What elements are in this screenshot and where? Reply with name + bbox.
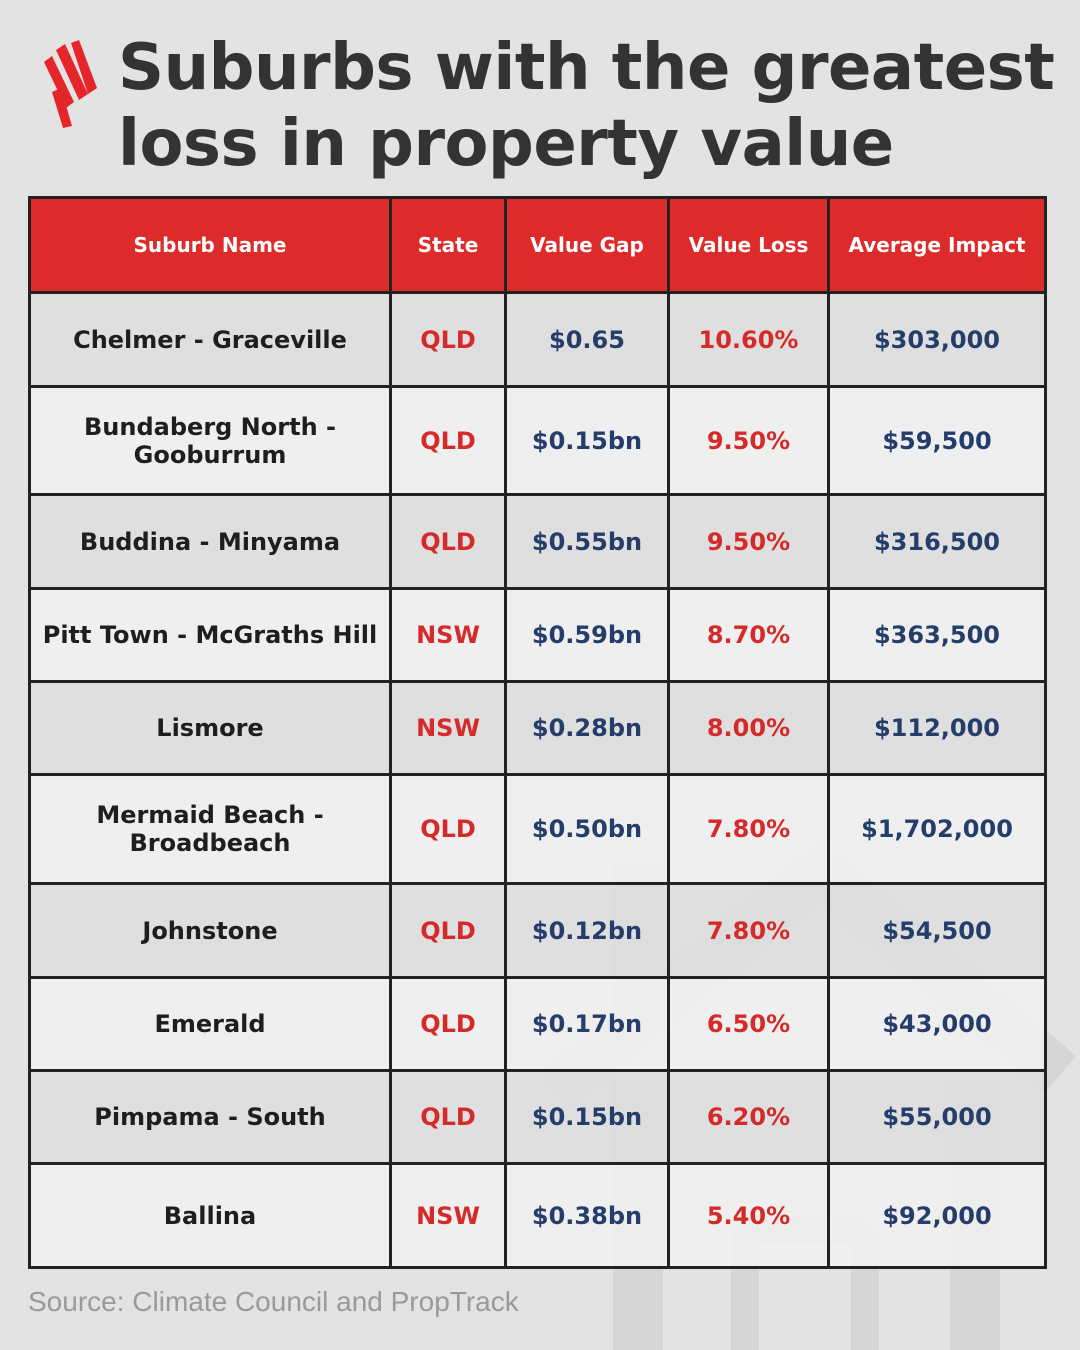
suburb-name-cell: Emerald <box>28 976 392 1072</box>
state-cell: QLD <box>389 976 507 1072</box>
value-gap-cell: $0.12bn <box>504 882 670 979</box>
average-impact-cell: $363,500 <box>827 587 1047 683</box>
value-loss-cell: 10.60% <box>667 291 830 388</box>
value-gap-cell: $0.59bn <box>504 587 670 683</box>
state-cell: QLD <box>389 493 507 590</box>
value-gap-cell: $0.15bn <box>504 385 670 496</box>
value-loss-cell: 7.80% <box>667 882 830 979</box>
header-state: State <box>389 196 507 294</box>
suburb-name-cell: Buddina - Minyama <box>28 493 392 590</box>
value-gap-cell: $0.17bn <box>504 976 670 1072</box>
state-cell: QLD <box>389 385 507 496</box>
state-cell: QLD <box>389 291 507 388</box>
sbs-logo-icon <box>44 40 97 128</box>
value-loss-cell: 5.40% <box>667 1162 830 1269</box>
value-gap-cell: $0.55bn <box>504 493 670 590</box>
suburb-name-cell: Lismore <box>28 680 392 776</box>
average-impact-cell: $43,000 <box>827 976 1047 1072</box>
state-cell: QLD <box>389 1069 507 1165</box>
state-cell: NSW <box>389 1162 507 1269</box>
header-average-impact: Average Impact <box>827 196 1047 294</box>
table-row: Johnstone QLD $0.12bn 7.80% $54,500 <box>28 882 1047 979</box>
suburb-name-cell: Mermaid Beach - Broadbeach <box>28 773 392 885</box>
value-loss-cell: 8.00% <box>667 680 830 776</box>
average-impact-cell: $92,000 <box>827 1162 1047 1269</box>
table-row: Chelmer - Graceville QLD $0.65 10.60% $3… <box>28 291 1047 388</box>
table-row: Mermaid Beach - Broadbeach QLD $0.50bn 7… <box>28 773 1047 885</box>
state-cell: QLD <box>389 882 507 979</box>
average-impact-cell: $1,702,000 <box>827 773 1047 885</box>
table-row: Pimpama - South QLD $0.15bn 6.20% $55,00… <box>28 1069 1047 1165</box>
table-row: Bundaberg North - Gooburrum QLD $0.15bn … <box>28 385 1047 496</box>
table-row: Ballina NSW $0.38bn 5.40% $92,000 <box>28 1162 1047 1269</box>
average-impact-cell: $55,000 <box>827 1069 1047 1165</box>
page-title: Suburbs with the greatest loss in proper… <box>118 30 1058 182</box>
value-gap-cell: $0.15bn <box>504 1069 670 1165</box>
value-loss-cell: 8.70% <box>667 587 830 683</box>
suburb-name-cell: Johnstone <box>28 882 392 979</box>
average-impact-cell: $54,500 <box>827 882 1047 979</box>
table-row: Buddina - Minyama QLD $0.55bn 9.50% $316… <box>28 493 1047 590</box>
table-row: Pitt Town - McGraths Hill NSW $0.59bn 8.… <box>28 587 1047 683</box>
average-impact-cell: $59,500 <box>827 385 1047 496</box>
table-header-row: Suburb Name State Value Gap Value Loss A… <box>28 196 1047 294</box>
value-gap-cell: $0.50bn <box>504 773 670 885</box>
header-value-loss: Value Loss <box>667 196 830 294</box>
state-cell: NSW <box>389 680 507 776</box>
value-loss-cell: 6.50% <box>667 976 830 1072</box>
average-impact-cell: $316,500 <box>827 493 1047 590</box>
table-row: Emerald QLD $0.17bn 6.50% $43,000 <box>28 976 1047 1072</box>
suburb-loss-table: Suburb Name State Value Gap Value Loss A… <box>28 196 1047 1269</box>
value-loss-cell: 9.50% <box>667 385 830 496</box>
state-cell: NSW <box>389 587 507 683</box>
average-impact-cell: $303,000 <box>827 291 1047 388</box>
average-impact-cell: $112,000 <box>827 680 1047 776</box>
value-gap-cell: $0.28bn <box>504 680 670 776</box>
source-note: Source: Climate Council and PropTrack <box>28 1286 519 1317</box>
header-value-gap: Value Gap <box>504 196 670 294</box>
value-loss-cell: 6.20% <box>667 1069 830 1165</box>
value-loss-cell: 7.80% <box>667 773 830 885</box>
header-suburb-name: Suburb Name <box>28 196 392 294</box>
state-cell: QLD <box>389 773 507 885</box>
value-loss-cell: 9.50% <box>667 493 830 590</box>
title-line-2: loss in property value <box>118 107 894 181</box>
table-row: Lismore NSW $0.28bn 8.00% $112,000 <box>28 680 1047 776</box>
suburb-name-cell: Ballina <box>28 1162 392 1269</box>
suburb-name-cell: Chelmer - Graceville <box>28 291 392 388</box>
title-line-1: Suburbs with the greatest <box>118 31 1055 105</box>
suburb-name-cell: Pimpama - South <box>28 1069 392 1165</box>
value-gap-cell: $0.65 <box>504 291 670 388</box>
suburb-name-cell: Pitt Town - McGraths Hill <box>28 587 392 683</box>
suburb-name-cell: Bundaberg North - Gooburrum <box>28 385 392 496</box>
value-gap-cell: $0.38bn <box>504 1162 670 1269</box>
